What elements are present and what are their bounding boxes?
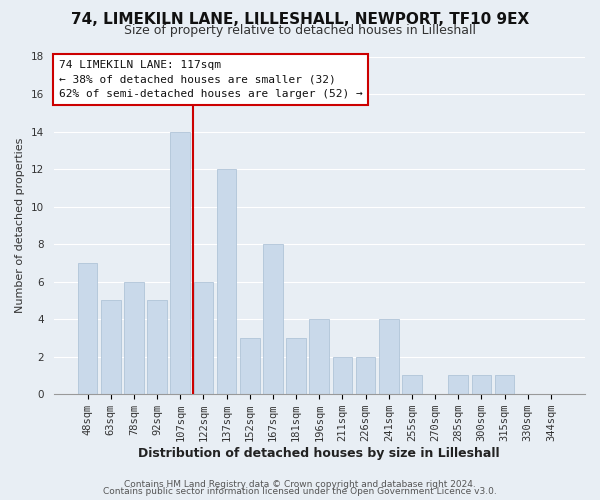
- Bar: [379, 319, 398, 394]
- Bar: [472, 376, 491, 394]
- Bar: [101, 300, 121, 394]
- Bar: [286, 338, 306, 394]
- Text: Size of property relative to detached houses in Lilleshall: Size of property relative to detached ho…: [124, 24, 476, 37]
- Bar: [77, 263, 97, 394]
- Text: Contains HM Land Registry data © Crown copyright and database right 2024.: Contains HM Land Registry data © Crown c…: [124, 480, 476, 489]
- Bar: [147, 300, 167, 394]
- Text: Contains public sector information licensed under the Open Government Licence v3: Contains public sector information licen…: [103, 487, 497, 496]
- Bar: [240, 338, 260, 394]
- Bar: [402, 376, 422, 394]
- Bar: [124, 282, 144, 394]
- Bar: [194, 282, 213, 394]
- Bar: [310, 319, 329, 394]
- Y-axis label: Number of detached properties: Number of detached properties: [15, 138, 25, 313]
- X-axis label: Distribution of detached houses by size in Lilleshall: Distribution of detached houses by size …: [139, 447, 500, 460]
- Bar: [356, 356, 376, 394]
- Text: 74, LIMEKILN LANE, LILLESHALL, NEWPORT, TF10 9EX: 74, LIMEKILN LANE, LILLESHALL, NEWPORT, …: [71, 12, 529, 28]
- Bar: [332, 356, 352, 394]
- Bar: [263, 244, 283, 394]
- Bar: [448, 376, 468, 394]
- Bar: [170, 132, 190, 394]
- Bar: [495, 376, 514, 394]
- Bar: [217, 169, 236, 394]
- Text: 74 LIMEKILN LANE: 117sqm
← 38% of detached houses are smaller (32)
62% of semi-d: 74 LIMEKILN LANE: 117sqm ← 38% of detach…: [59, 60, 362, 100]
